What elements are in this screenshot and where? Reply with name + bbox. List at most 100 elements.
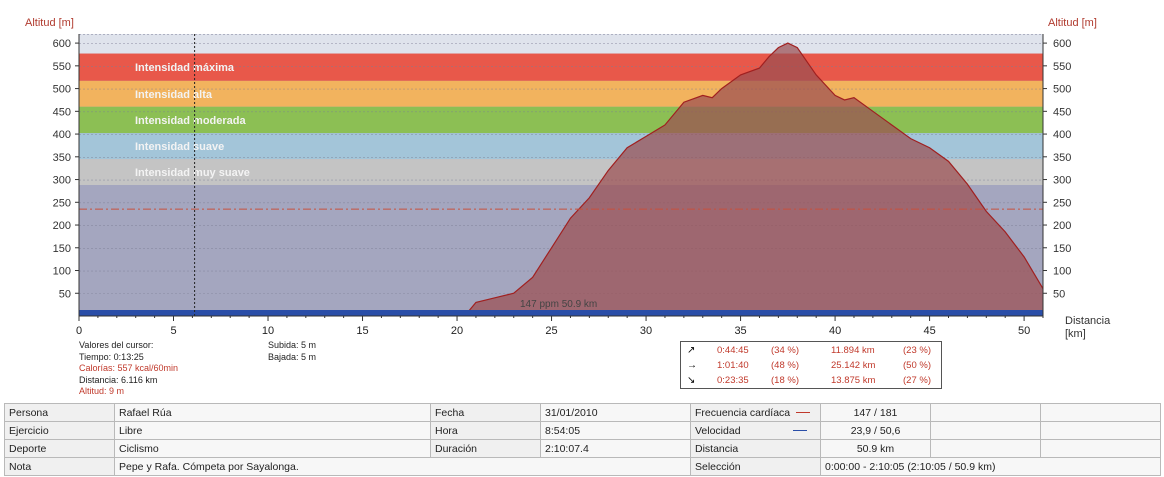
y-tick-label-right: 500 <box>1053 84 1071 96</box>
y-tick-label-right: 250 <box>1053 197 1071 209</box>
summary-dist-pct: (50 %) <box>903 360 931 371</box>
distance-value: 50.9 km <box>820 439 931 458</box>
heart-rate-value: 147 / 181 <box>820 403 931 422</box>
x-tick-label: 0 <box>76 325 82 337</box>
empty-cell <box>1040 439 1161 458</box>
selection-label: Selección <box>690 457 821 476</box>
y-tick-label-right: 100 <box>1053 266 1071 278</box>
zone-label: Intensidad moderada <box>135 115 247 127</box>
zone-labels: Intensidad máxima Intensidad alta Intensid… <box>135 62 250 179</box>
zone-label: Intensidad suave <box>135 141 224 153</box>
distance-label: Distancia <box>690 439 821 458</box>
x-tick-label: 25 <box>545 325 557 337</box>
exercise-info-table: Persona Rafael Rúa Fecha 31/01/2010 Frec… <box>4 403 1161 476</box>
duracion-label: Duración <box>430 439 541 458</box>
hora-label: Hora <box>430 421 541 440</box>
x-tick-label: 50 <box>1018 325 1030 337</box>
persona-value: Rafael Rúa <box>114 403 431 422</box>
speed-value: 23,9 / 50,6 <box>820 421 931 440</box>
y-tick-label-left: 50 <box>59 288 71 300</box>
altitude-line <box>79 42 1044 315</box>
arrow-down-right-icon: ↘ <box>687 375 696 386</box>
x-tick-label: 10 <box>262 325 274 337</box>
selection-value: 0:00:00 - 2:10:05 (2:10:05 / 50.9 km) <box>820 457 1161 476</box>
y-tick-label-left: 550 <box>53 61 71 73</box>
right-axis-title: Altitud [m] <box>1048 17 1097 29</box>
y-tick-label-left: 450 <box>53 106 71 118</box>
x-tick-label: 45 <box>923 325 935 337</box>
table-row: Ejercicio Libre Hora 8:54:05 Velocidad 2… <box>4 421 1161 440</box>
y-tick-label-right: 600 <box>1053 38 1071 50</box>
y-tick-label-right: 450 <box>1053 106 1071 118</box>
deporte-label: Deporte <box>4 439 115 458</box>
nota-value: Pepe y Rafa. Cómpeta por Sayalonga. <box>114 457 691 476</box>
heart-rate-label: Frecuencia cardíaca <box>690 403 821 422</box>
hora-value: 8:54:05 <box>540 421 691 440</box>
x-tick-label: 5 <box>170 325 176 337</box>
slope-summary: ↗ 0:44:45 (34 %) 11.894 km (23 %) → 1:01… <box>680 341 942 389</box>
x-tick-label: 30 <box>640 325 652 337</box>
summary-time: 0:44:45 <box>717 345 749 356</box>
arrow-right-icon: → <box>687 360 697 371</box>
x-tick-label: 15 <box>356 325 368 337</box>
summary-row-flat: → 1:01:40 (48 %) 25.142 km (50 %) <box>681 358 941 372</box>
heart-rate-legend-line <box>796 412 811 414</box>
climb-down: Bajada: 5 m <box>268 351 317 362</box>
zone-label: Intensidad alta <box>135 89 213 101</box>
zone-label: Intensidad máxima <box>135 62 235 74</box>
fecha-label: Fecha <box>430 403 541 422</box>
nota-label: Nota <box>4 457 115 476</box>
y-tick-label-right: 150 <box>1053 243 1071 255</box>
table-row: Nota Pepe y Rafa. Cómpeta por Sayalonga.… <box>4 457 1161 476</box>
empty-cell <box>1040 421 1161 440</box>
footer-note: 147 ppm 50.9 km <box>520 299 597 310</box>
summary-time-pct: (18 %) <box>771 375 799 386</box>
y-tick-label-left: 400 <box>53 129 71 141</box>
summary-time-pct: (34 %) <box>771 345 799 356</box>
y-tick-label-left: 350 <box>53 152 71 164</box>
duracion-value: 2:10:07.4 <box>540 439 691 458</box>
y-tick-label-right: 200 <box>1053 220 1071 232</box>
x-axis-title: Distancia <box>1065 315 1111 327</box>
x-tick-label: 40 <box>829 325 841 337</box>
empty-cell <box>930 439 1041 458</box>
empty-cell <box>930 403 1041 422</box>
speed-label-text: Velocidad <box>695 424 741 437</box>
y-tick-label-right: 550 <box>1053 61 1071 73</box>
speed-legend-line <box>792 430 807 432</box>
y-tick-label-right: 350 <box>1053 152 1071 164</box>
altitude-chart[interactable]: Intensidad máxima Intensidad alta Intensid… <box>0 0 1164 340</box>
arrow-up-right-icon: ↗ <box>687 345 696 356</box>
zone-band <box>79 53 1043 81</box>
cursor-time: Tiempo: 0:13:25 <box>79 351 144 362</box>
heart-rate-label-text: Frecuencia cardíaca <box>695 406 791 419</box>
empty-cell <box>1040 403 1161 422</box>
y-tick-label-right: 50 <box>1053 288 1065 300</box>
cursor-values: Valores del cursor: Tiempo: 0:13:25 Calo… <box>79 340 178 398</box>
climb-up: Subida: 5 m <box>268 340 317 350</box>
zone-label: Intensidad muy suave <box>135 167 250 179</box>
cursor-altitude: Altitud: 9 m <box>79 386 125 396</box>
summary-dist-pct: (27 %) <box>903 375 931 386</box>
zone-band <box>79 80 1043 107</box>
deporte-value: Ciclismo <box>114 439 431 458</box>
summary-time: 1:01:40 <box>717 360 749 371</box>
y-tick-label-left: 250 <box>53 197 71 209</box>
y-tick-label-right: 300 <box>1053 175 1071 187</box>
fecha-value: 31/01/2010 <box>540 403 691 422</box>
persona-label: Persona <box>4 403 115 422</box>
ejercicio-value: Libre <box>114 421 431 440</box>
speed-label: Velocidad <box>690 421 821 440</box>
summary-row-down: ↘ 0:23:35 (18 %) 13.875 km (27 %) <box>681 373 941 387</box>
y-tick-label-left: 100 <box>53 266 71 278</box>
y-tick-label-left: 300 <box>53 175 71 187</box>
summary-dist-pct: (23 %) <box>903 345 931 356</box>
y-tick-label-left: 200 <box>53 220 71 232</box>
x-axis-unit: [km] <box>1065 328 1086 340</box>
cursor-title: Valores del cursor: <box>79 340 154 350</box>
altitude-series <box>79 42 1044 317</box>
climb-values: Subida: 5 m Bajada: 5 m <box>268 340 316 363</box>
y-tick-label-left: 500 <box>53 84 71 96</box>
summary-time: 0:23:35 <box>717 375 749 386</box>
